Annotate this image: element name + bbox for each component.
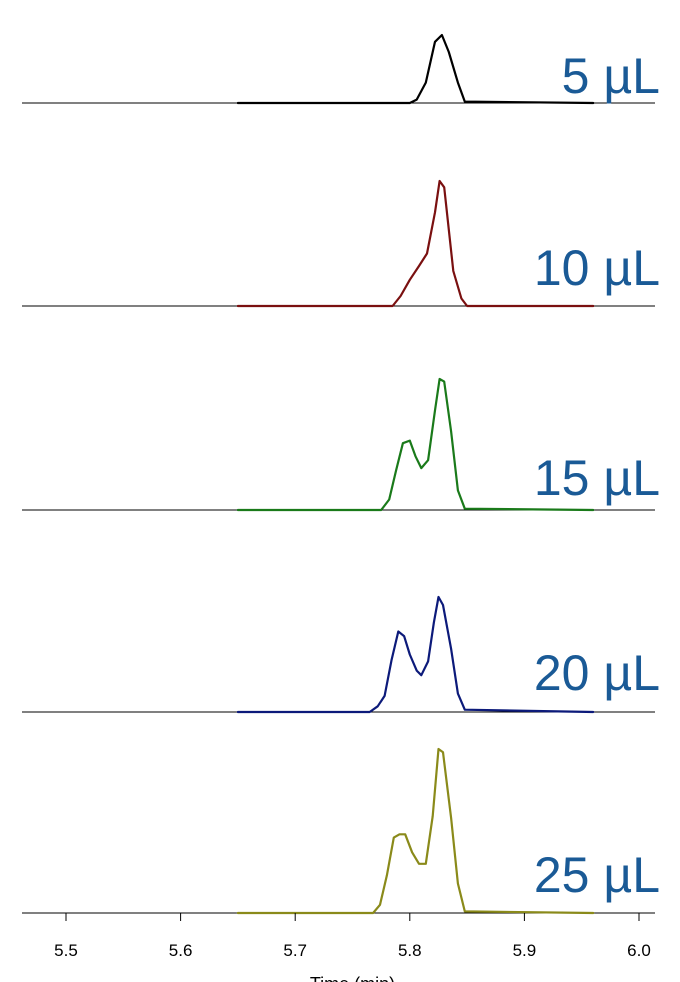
trace-line-1 [236, 33, 595, 105]
trace-panels: 5 µL 10 µL 15 µL 20 µL 25 µL [22, 33, 660, 915]
series-label-2: 10 µL [534, 240, 660, 296]
series-label-5: 25 µL [534, 847, 660, 903]
x-tick-label-5: 5.9 [513, 941, 537, 960]
x-tick-label-1: 5.5 [54, 941, 78, 960]
x-tick-label-2: 5.6 [169, 941, 193, 960]
x-tick-label-4: 5.8 [398, 941, 422, 960]
trace-panel-3: 15 µL [22, 377, 660, 512]
x-tick-label-3: 5.7 [283, 941, 307, 960]
trace-line-4 [236, 595, 595, 714]
series-label-3: 15 µL [534, 450, 660, 506]
x-axis-label: Time (min) [310, 974, 395, 982]
trace-line-2 [236, 179, 595, 308]
trace-panel-2: 10 µL [22, 179, 660, 308]
x-axis: 5.5 5.6 5.7 5.8 5.9 6.0 [54, 913, 651, 960]
trace-line-5 [236, 747, 595, 915]
trace-panel-5: 25 µL [22, 747, 660, 915]
trace-panel-1: 5 µL [22, 33, 660, 105]
series-label-4: 20 µL [534, 645, 660, 701]
trace-line-3 [236, 377, 595, 512]
series-label-1: 5 µL [562, 48, 660, 104]
x-tick-label-6: 6.0 [627, 941, 651, 960]
trace-panel-4: 20 µL [22, 595, 660, 714]
